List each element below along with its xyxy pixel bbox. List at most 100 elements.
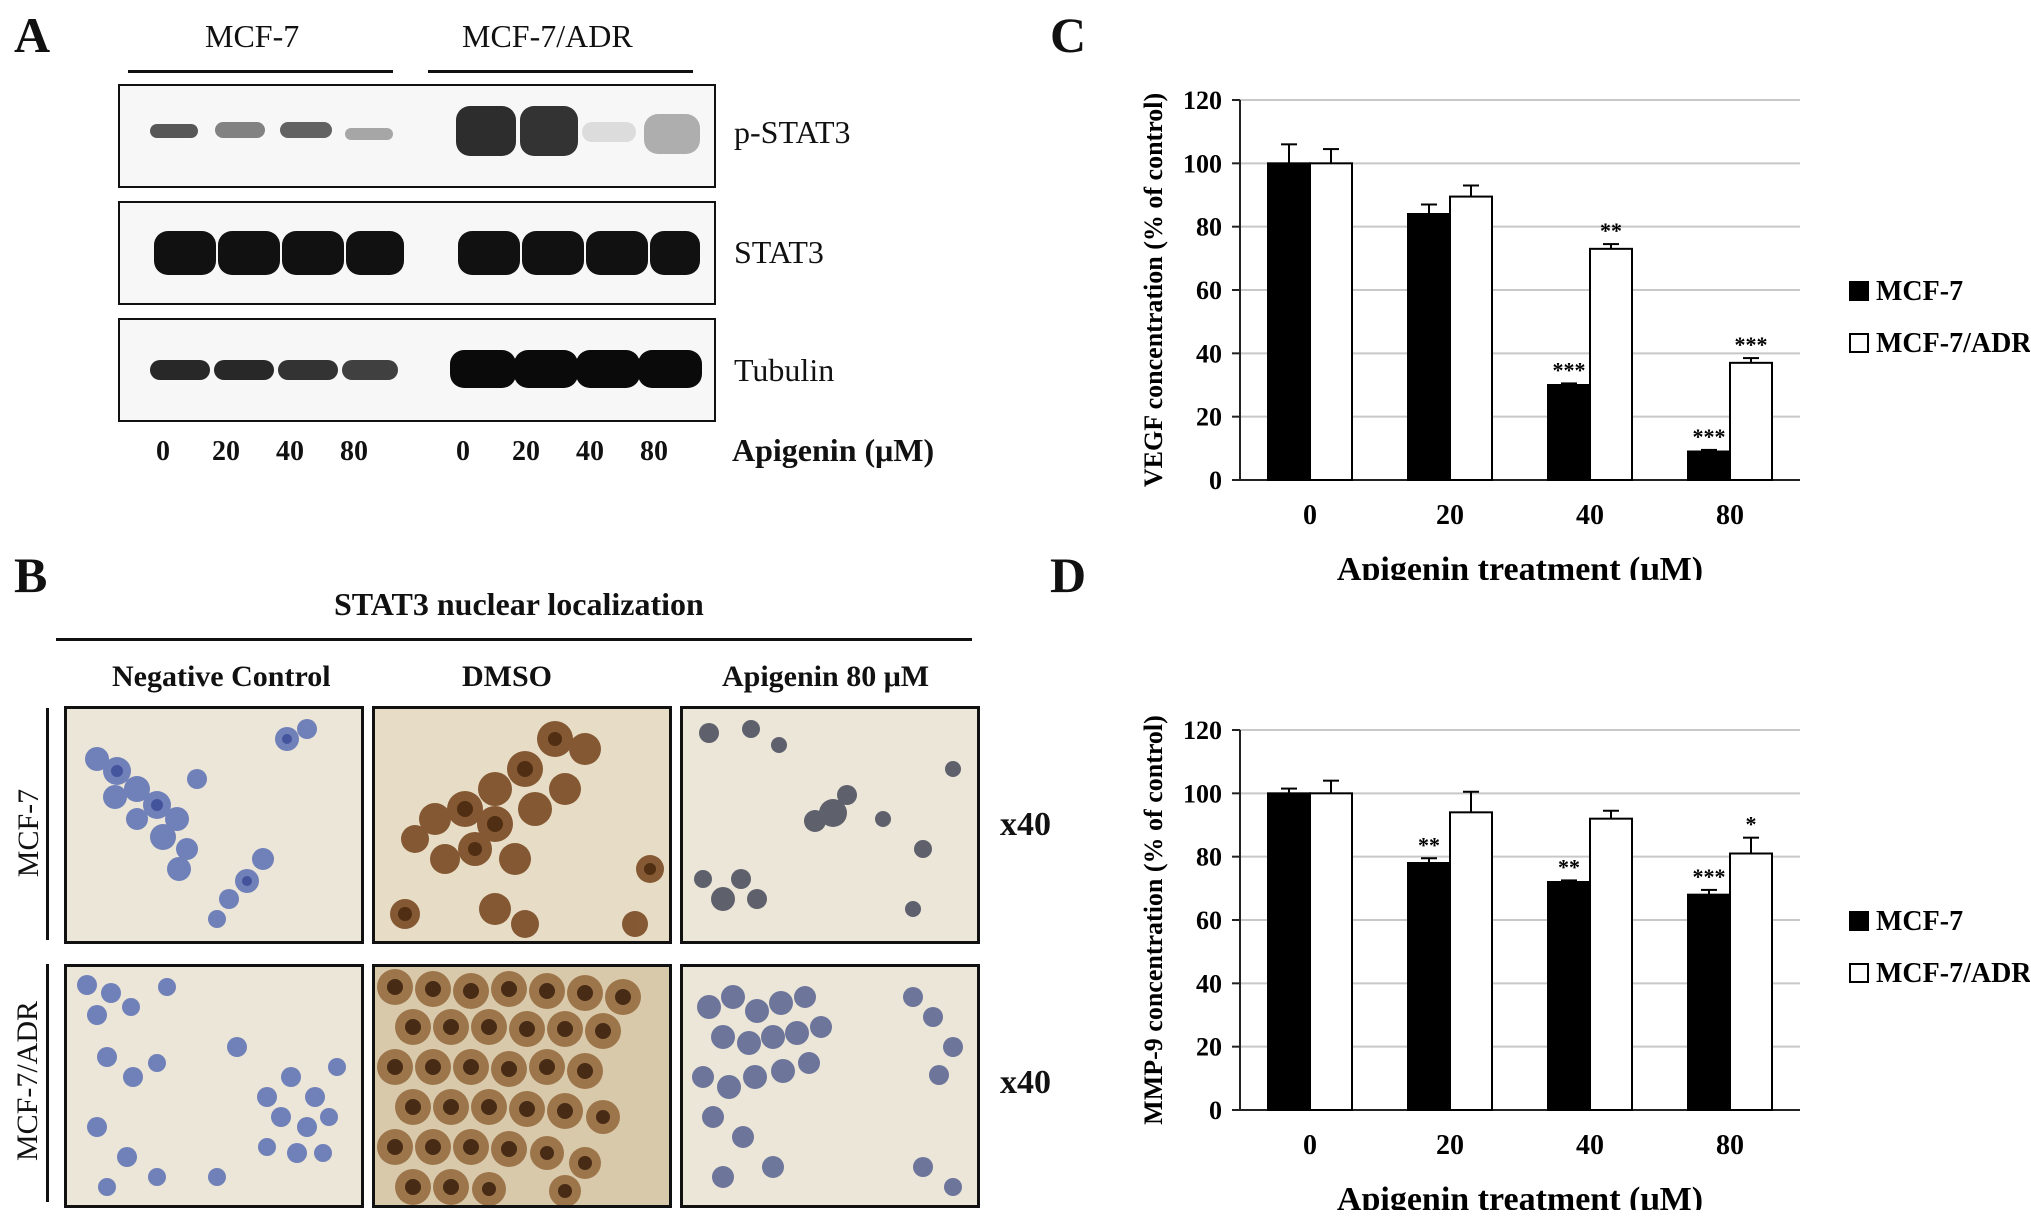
vegf-ytick-label: 40 [1196,339,1222,368]
band [456,106,516,156]
mmp9-ytick-label: 60 [1196,906,1222,935]
mmp9-bar [1547,881,1591,1111]
mmp9-significance-label: ** [1418,832,1440,857]
mmp9-bar [1449,811,1493,1111]
vegf-xlabel: Apigenin treatment (μM) [1337,551,1703,580]
magnification-label-row2: x40 [1000,1064,1051,1101]
cell-cluster [390,721,664,938]
band [218,231,280,275]
row-label-mcf7: MCF-7 [12,788,45,878]
panel-a-letter: A [14,7,51,63]
vegf-legend-swatch [1849,333,1869,353]
band [150,360,210,380]
micrograph-mcf7-adr-apigenin [680,964,980,1208]
row-line-mcf7 [46,708,49,940]
vegf-bar [1309,162,1353,481]
mmp9-significance-label: * [1746,812,1757,837]
vegf-legend-label: MCF-7 [1876,276,1963,307]
vegf-xtick-label: 0 [1303,500,1317,531]
vegf-bar [1547,384,1591,481]
band [638,350,702,388]
mmp9-ytick-label: 100 [1183,779,1222,808]
band [278,360,338,380]
band [522,231,584,275]
blot-stat3 [118,201,716,305]
vegf-bar [1267,162,1311,481]
vegf-bar [1449,195,1493,481]
mmp9-xtick-label: 80 [1716,1130,1744,1161]
band [282,231,344,275]
row-label-tubulin: Tubulin [734,352,835,388]
cell-cluster [692,985,963,1196]
lane-label: 40 [276,436,304,467]
blot-tubulin [118,318,716,422]
row-label-mcf7-adr: MCF-7/ADR [11,1000,44,1162]
vegf-ytick-label: 120 [1183,86,1222,115]
mmp9-ytick-label: 120 [1183,716,1222,745]
row-label-pstat3: p-STAT3 [734,114,851,150]
lane-label: 0 [456,436,470,467]
lane-label: 20 [212,436,240,467]
vegf-ytick-label: 20 [1196,403,1222,432]
cell-cluster [85,719,317,928]
micrograph-mcf7-negative-control [64,706,364,944]
panel-b-title-line [56,638,972,641]
lane-label: 20 [512,436,540,467]
micrograph-mcf7-apigenin [680,706,980,944]
mmp9-xtick-label: 0 [1303,1130,1317,1161]
panel-b-title: STAT3 nuclear localization [334,586,704,622]
band [650,231,700,275]
row-line-mcf7-adr [46,964,49,1202]
column-label-dmso: DMSO [462,660,552,693]
vegf-significance-label: *** [1553,357,1586,382]
mmp9-legend-swatch [1849,911,1869,931]
mmp9-xtick-label: 20 [1436,1130,1464,1161]
mmp9-bar [1407,862,1451,1111]
lane-label: 80 [340,436,368,467]
mmp9-significance-label: *** [1693,864,1726,889]
vegf-xtick-label: 80 [1716,500,1744,531]
panel-d-letter: D [1050,547,1087,603]
band [458,231,520,275]
mmp9-legend-swatch [1849,963,1869,983]
band [215,122,265,138]
vegf-ytick-label: 60 [1196,276,1222,305]
band [450,350,516,388]
cell-cluster [694,720,961,917]
treatment-label: Apigenin (μM) [732,432,935,468]
mmp9-significance-label: ** [1558,854,1580,879]
band [520,106,578,156]
vegf-ytick-label: 0 [1209,466,1222,495]
mmp9-bar [1309,792,1353,1111]
mmp9-ytick-label: 40 [1196,969,1222,998]
band [582,122,636,142]
vegf-bar [1407,213,1451,481]
mmp9-bar [1267,792,1311,1111]
vegf-significance-label: *** [1735,332,1768,357]
vegf-bar [1589,247,1633,481]
vegf-xtick-label: 20 [1436,500,1464,531]
band [150,124,198,138]
mmp9-bar [1687,893,1731,1111]
mmp9-legend-label: MCF-7 [1876,906,1963,937]
mmp9-bar [1589,817,1633,1112]
band [644,114,700,154]
vegf-legend-swatch [1849,281,1869,301]
column-label-apigenin: Apigenin 80 μM [722,660,930,693]
vegf-significance-label: ** [1600,218,1622,243]
vegf-ylabel: VEGF concentration (% of control) [1139,93,1168,487]
band [280,122,332,138]
vegf-xtick-label: 40 [1576,500,1604,531]
row-label-stat3: STAT3 [734,234,824,270]
group-label-mcf7-adr: MCF-7/ADR [462,18,633,54]
blot-pstat3 [118,84,716,188]
cell-cluster [377,969,641,1205]
band [345,128,393,140]
lane-label: 40 [576,436,604,467]
mmp9-ylabel: MMP-9 concentration (% of control) [1139,715,1168,1125]
mmp9-bar [1729,852,1773,1111]
mmp9-ytick-label: 20 [1196,1033,1222,1062]
group-line-mcf7 [128,70,393,73]
